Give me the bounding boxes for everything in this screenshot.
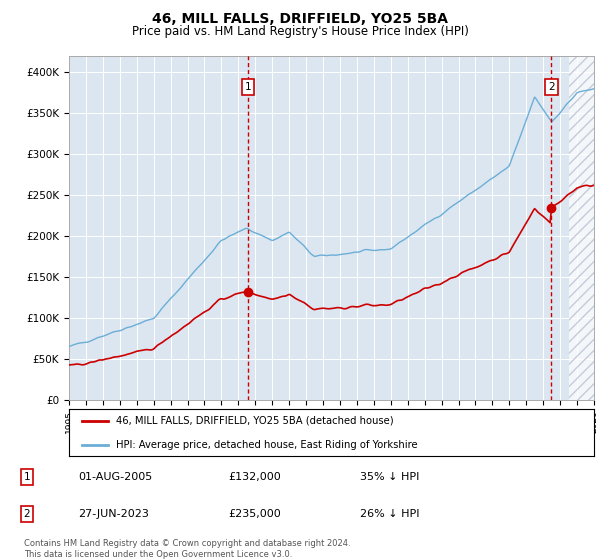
Text: 2: 2 xyxy=(23,509,31,519)
Text: 26% ↓ HPI: 26% ↓ HPI xyxy=(360,509,419,519)
Text: 46, MILL FALLS, DRIFFIELD, YO25 5BA: 46, MILL FALLS, DRIFFIELD, YO25 5BA xyxy=(152,12,448,26)
Text: 1: 1 xyxy=(245,82,251,92)
Text: £235,000: £235,000 xyxy=(228,509,281,519)
Text: £132,000: £132,000 xyxy=(228,473,281,482)
Polygon shape xyxy=(569,56,594,400)
Text: 27-JUN-2023: 27-JUN-2023 xyxy=(78,509,149,519)
Text: 01-AUG-2005: 01-AUG-2005 xyxy=(78,473,152,482)
Text: 46, MILL FALLS, DRIFFIELD, YO25 5BA (detached house): 46, MILL FALLS, DRIFFIELD, YO25 5BA (det… xyxy=(116,416,394,426)
Text: Price paid vs. HM Land Registry's House Price Index (HPI): Price paid vs. HM Land Registry's House … xyxy=(131,25,469,38)
Text: Contains HM Land Registry data © Crown copyright and database right 2024.
This d: Contains HM Land Registry data © Crown c… xyxy=(24,539,350,559)
Text: HPI: Average price, detached house, East Riding of Yorkshire: HPI: Average price, detached house, East… xyxy=(116,440,418,450)
Text: 1: 1 xyxy=(23,473,31,482)
Text: 2: 2 xyxy=(548,82,555,92)
Text: 35% ↓ HPI: 35% ↓ HPI xyxy=(360,473,419,482)
